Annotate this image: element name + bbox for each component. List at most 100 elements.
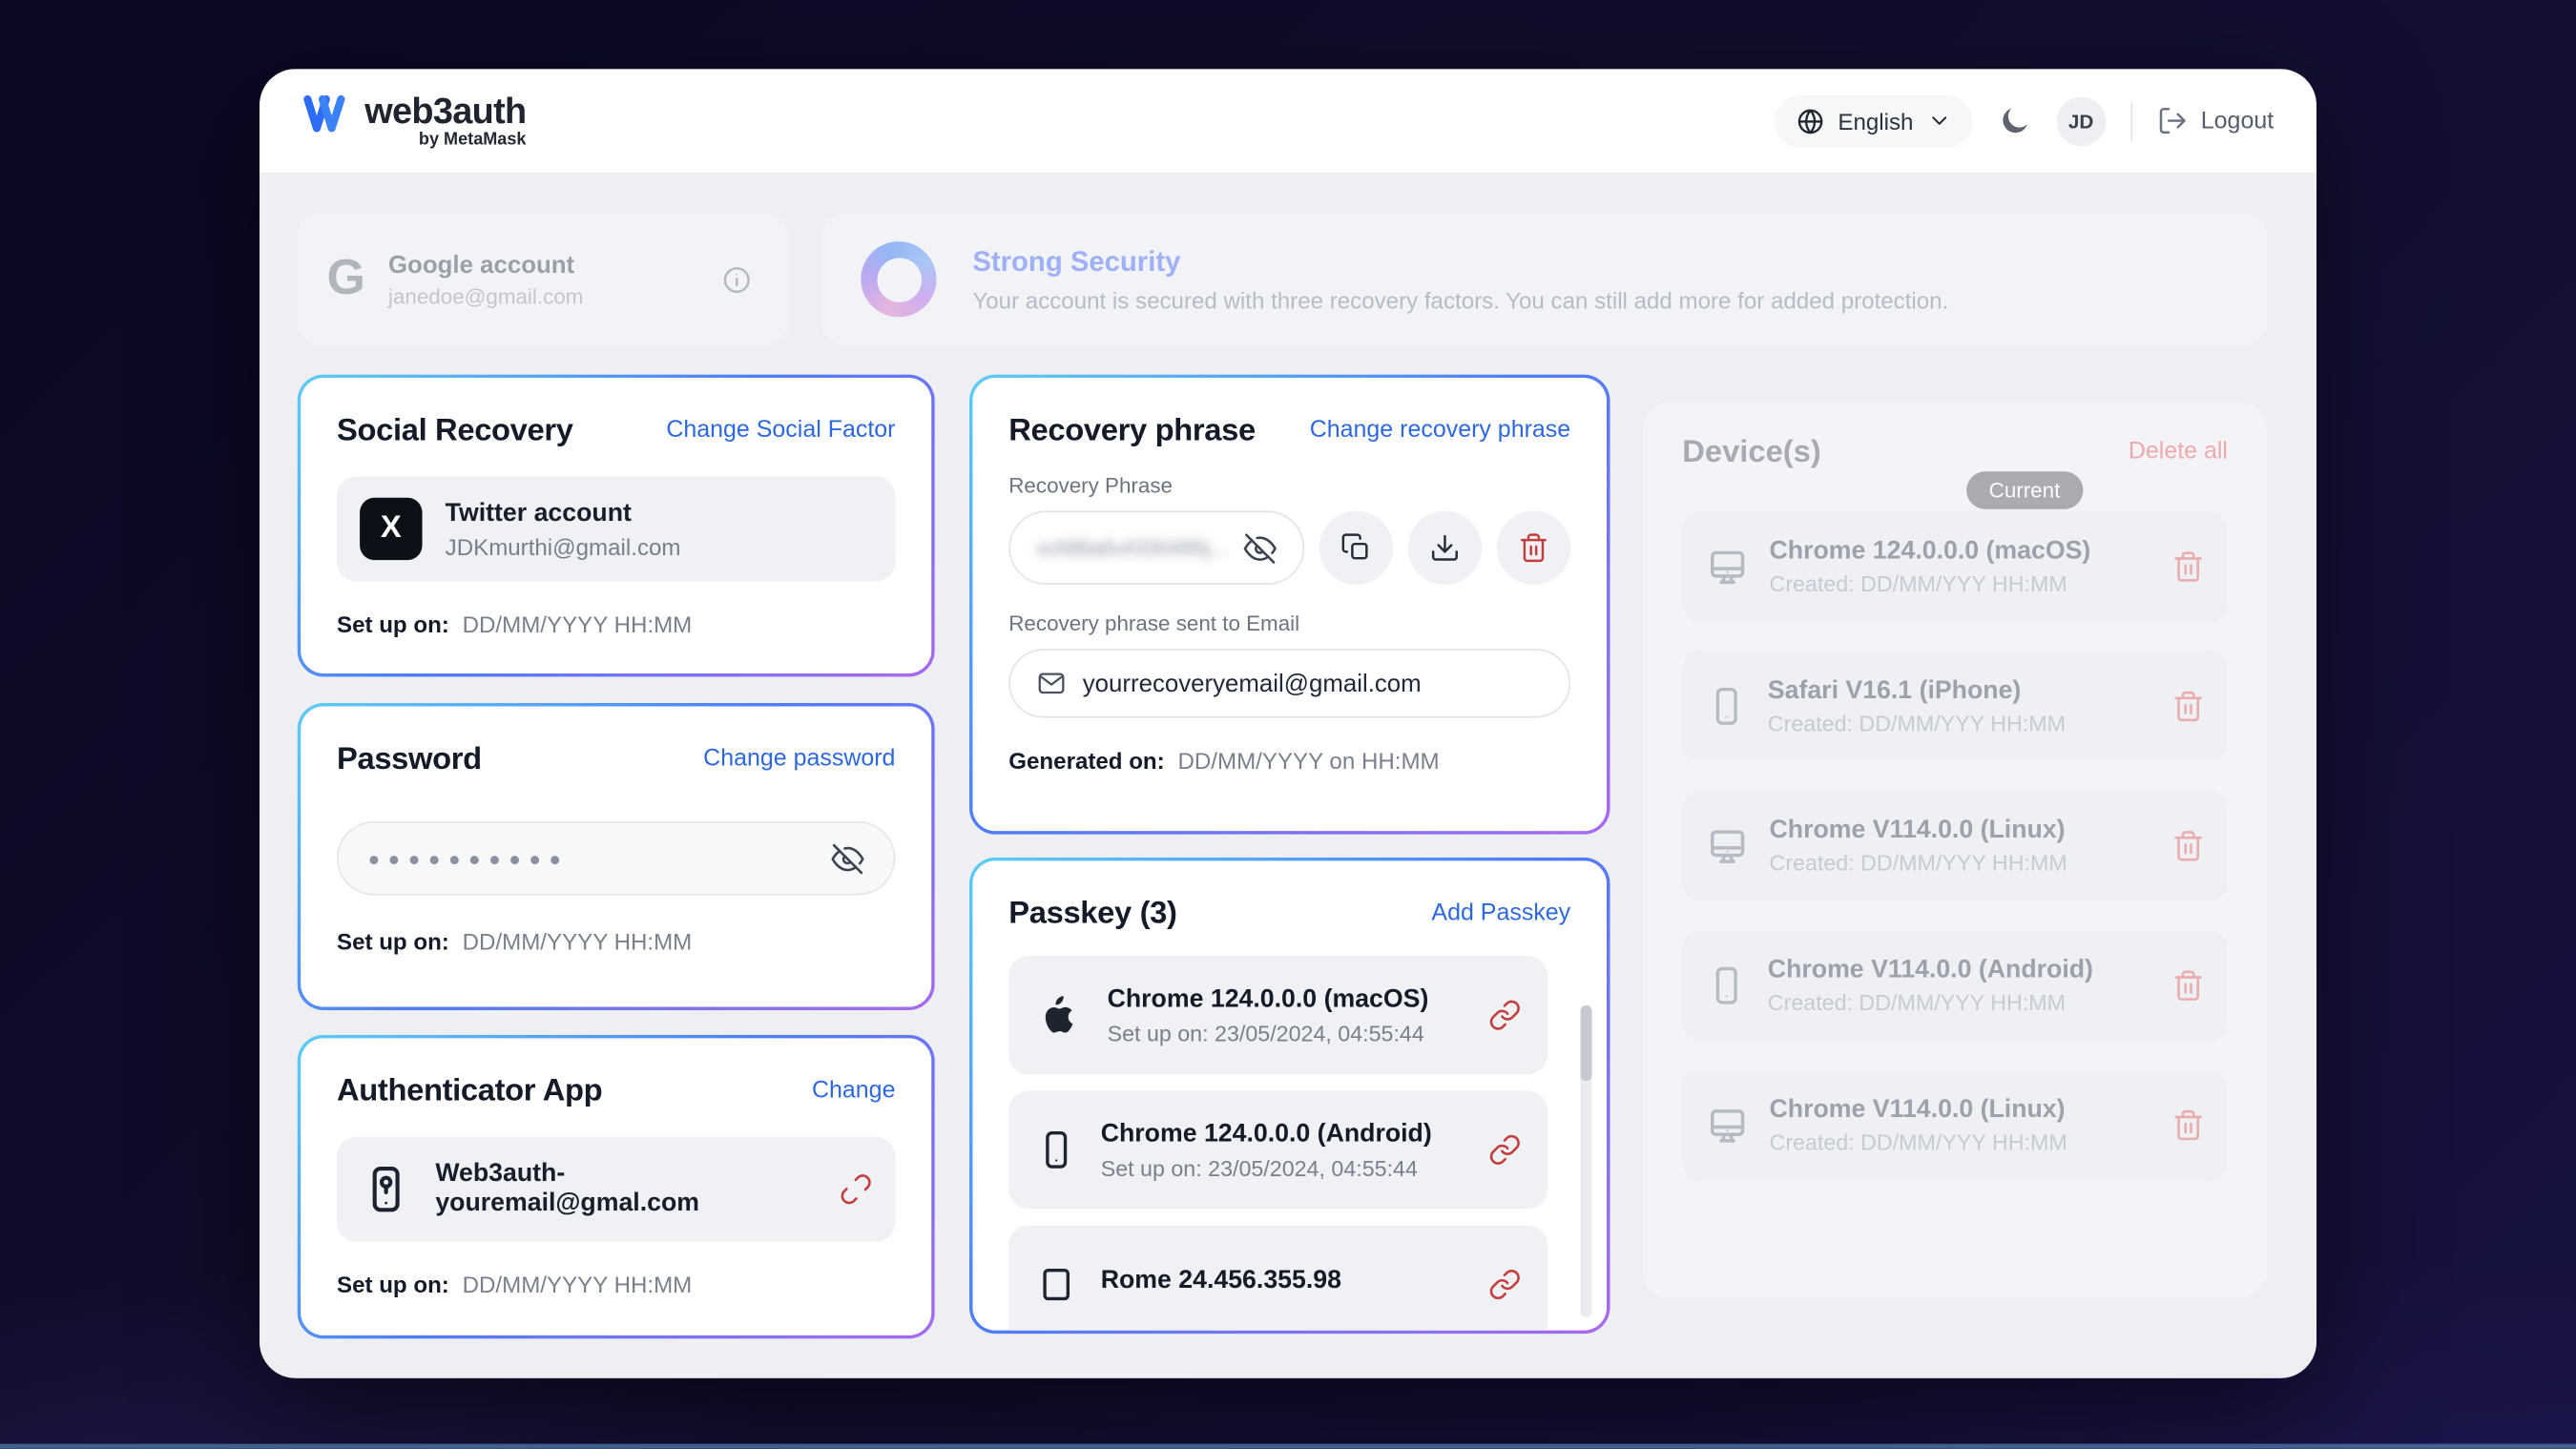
device-name: Chrome V114.0.0 (Linux) xyxy=(1769,816,2066,845)
authenticator-account-row: Web3auth-youremail@gmal.com xyxy=(336,1136,896,1242)
link-icon[interactable] xyxy=(1488,1268,1521,1300)
google-account-panel: G Google account janedoe@gmail.com xyxy=(297,213,789,345)
passkey-row: Chrome 124.0.0.0 (Android) Set up on: 23… xyxy=(1008,1090,1548,1210)
download-phrase-button[interactable] xyxy=(1407,510,1483,586)
device-name: Safari V16.1 (iPhone) xyxy=(1767,676,2022,705)
device-name: Chrome V114.0.0 (Android) xyxy=(1767,956,2093,984)
trash-icon[interactable] xyxy=(2171,969,2204,1002)
phone-security-icon xyxy=(360,1163,412,1215)
desktop-icon xyxy=(1705,545,1749,589)
change-authenticator-link[interactable]: Change xyxy=(811,1077,896,1105)
dark-mode-toggle-icon[interactable] xyxy=(1997,103,2031,137)
recovery-phrase-masked: xcfd6iafu4330495j... xyxy=(1036,535,1228,561)
current-device-badge: Current xyxy=(1965,471,2084,509)
trash-icon[interactable] xyxy=(2171,1108,2204,1141)
password-card: Password Change password ●●●●●●●●●● Set … xyxy=(298,703,935,1010)
trash-icon[interactable] xyxy=(2171,550,2204,583)
generated-on-value: DD/MM/YYYY on HH:MM xyxy=(1177,747,1440,775)
device-row: Safari V16.1 (iPhone) Created: DD/MM/YYY… xyxy=(1682,650,2228,762)
device-meta: Created: DD/MM/YYY HH:MM xyxy=(1767,990,2066,1016)
setup-on-label: Set up on: xyxy=(336,927,449,955)
passkey-card: Passkey (3) Add Passkey Chrome 124.0.0.0… xyxy=(969,858,1610,1334)
recovery-phrase-label: Recovery Phrase xyxy=(1008,472,1173,498)
devices-title: Device(s) xyxy=(1682,435,1821,470)
authenticator-app-card: Authenticator App Change Web3auth-yourem… xyxy=(298,1035,935,1339)
passkey-row: Rome 24.456.355.98 xyxy=(1008,1225,1548,1331)
change-recovery-phrase-link[interactable]: Change recovery phrase xyxy=(1309,417,1571,444)
delete-all-link[interactable]: Delete all xyxy=(2128,438,2228,466)
devices-panel: Device(s) Delete all Current Chrome 124.… xyxy=(1642,402,2268,1298)
bottom-accent-strip xyxy=(0,1443,2576,1449)
twitter-account-name: Twitter account xyxy=(445,498,632,527)
security-status-panel: Strong Security Your account is secured … xyxy=(821,213,2268,345)
passkey-title: Passkey (3) xyxy=(1008,897,1177,932)
copy-phrase-button[interactable] xyxy=(1319,510,1394,586)
chevron-down-icon xyxy=(1926,109,1951,134)
unlink-icon[interactable] xyxy=(840,1172,872,1205)
device-row: Chrome V114.0.0 (Linux) Created: DD/MM/Y… xyxy=(1682,1068,2228,1182)
brand-byline: by MetaMask xyxy=(418,130,527,150)
setup-on-value: DD/MM/YYYY HH:MM xyxy=(462,611,693,638)
delete-phrase-button[interactable] xyxy=(1496,510,1571,586)
device-row: Chrome V114.0.0 (Linux) Created: DD/MM/Y… xyxy=(1682,790,2228,902)
app-window: web3auth by MetaMask English JD xyxy=(260,69,2316,1378)
device-name: Chrome V114.0.0 (Linux) xyxy=(1769,1095,2066,1124)
recovery-phrase-card: Recovery phrase Change recovery phrase R… xyxy=(969,375,1610,835)
change-social-factor-link[interactable]: Change Social Factor xyxy=(666,417,896,444)
logout-button[interactable]: Logout xyxy=(2156,105,2274,136)
password-input[interactable]: ●●●●●●●●●● xyxy=(336,820,896,896)
trash-icon[interactable] xyxy=(2171,690,2204,722)
link-icon[interactable] xyxy=(1488,1133,1521,1166)
twitter-account-email: JDKmurthi@gmail.com xyxy=(445,532,681,560)
authenticator-account: Web3auth-youremail@gmal.com xyxy=(435,1159,700,1217)
user-avatar[interactable]: JD xyxy=(2056,95,2106,146)
main-content: G Google account janedoe@gmail.com Stron… xyxy=(260,172,2316,1378)
passkey-row: Chrome 124.0.0.0 (macOS) Set up on: 23/0… xyxy=(1008,956,1548,1075)
passkey-name: Chrome 124.0.0.0 (macOS) xyxy=(1107,984,1429,1013)
web3auth-logo-icon xyxy=(302,92,352,135)
setup-on-value: DD/MM/YYYY HH:MM xyxy=(462,927,693,955)
google-icon: G xyxy=(326,251,365,306)
language-selector[interactable]: English xyxy=(1774,94,1973,148)
device-row: Chrome V114.0.0 (Android) Created: DD/MM… xyxy=(1682,929,2228,1042)
social-recovery-title: Social Recovery xyxy=(336,413,573,449)
passkey-meta: Set up on: 23/05/2024, 04:55:44 xyxy=(1107,1021,1424,1046)
header-divider xyxy=(2129,100,2132,141)
tablet-icon xyxy=(1035,1263,1078,1306)
setup-on-label: Set up on: xyxy=(336,611,449,638)
logout-label: Logout xyxy=(2200,107,2275,135)
link-icon[interactable] xyxy=(1488,999,1521,1031)
change-password-link[interactable]: Change password xyxy=(703,745,896,773)
device-meta: Created: DD/MM/YYY HH:MM xyxy=(1769,850,2067,876)
generated-on-label: Generated on: xyxy=(1008,747,1165,775)
recovery-email-input[interactable]: yourrecoveryemail@gmail.com xyxy=(1008,649,1571,718)
smartphone-icon xyxy=(1705,685,1748,728)
eye-off-icon[interactable] xyxy=(831,841,864,874)
security-ring-icon xyxy=(861,241,937,318)
google-account-email: janedoe@gmail.com xyxy=(387,283,584,308)
brand-name: web3auth xyxy=(364,90,527,132)
desktop-icon xyxy=(1705,1103,1749,1147)
add-passkey-link[interactable]: Add Passkey xyxy=(1431,900,1571,927)
password-masked-value: ●●●●●●●●●● xyxy=(367,846,570,870)
language-label: English xyxy=(1838,107,1914,135)
recovery-phrase-input[interactable]: xcfd6iafu4330495j... xyxy=(1008,510,1305,586)
security-status-description: Your account is secured with three recov… xyxy=(972,286,1949,314)
globe-icon xyxy=(1796,106,1825,135)
trash-icon[interactable] xyxy=(2171,830,2204,862)
device-meta: Created: DD/MM/YYY HH:MM xyxy=(1769,571,2067,597)
device-meta: Created: DD/MM/YYY HH:MM xyxy=(1767,711,2066,736)
logout-icon xyxy=(2156,105,2188,136)
twitter-account-row: X Twitter account JDKmurthi@gmail.com xyxy=(336,476,896,582)
passkey-name: Rome 24.456.355.98 xyxy=(1100,1266,1341,1294)
device-name: Chrome 124.0.0.0 (macOS) xyxy=(1769,537,2091,566)
recovery-email-label: Recovery phrase sent to Email xyxy=(1008,611,1300,636)
smartphone-icon xyxy=(1035,1128,1078,1171)
apple-icon xyxy=(1035,990,1085,1040)
eye-off-icon[interactable] xyxy=(1243,531,1277,564)
mail-icon xyxy=(1037,669,1067,698)
device-meta: Created: DD/MM/YYY HH:MM xyxy=(1769,1129,2067,1155)
security-status-title: Strong Security xyxy=(972,245,1181,278)
info-icon[interactable] xyxy=(721,263,753,295)
passkey-scrollbar[interactable] xyxy=(1580,1004,1592,1317)
